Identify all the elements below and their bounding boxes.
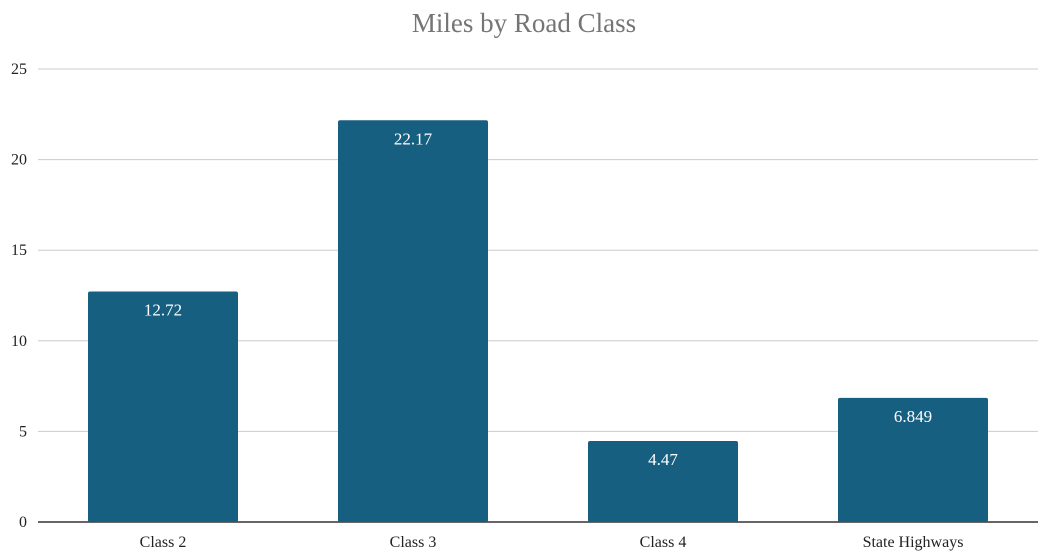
y-tick-label: 15: [11, 242, 27, 259]
bar: [338, 120, 488, 522]
x-tick-label: Class 3: [390, 534, 437, 551]
bar: [588, 441, 738, 522]
data-label: 22.17: [394, 129, 433, 148]
y-tick-label: 10: [11, 333, 27, 350]
data-label: 4.47: [648, 450, 678, 469]
data-label: 6.849: [894, 407, 932, 426]
y-tick-label: 20: [11, 152, 27, 169]
x-tick-label: Class 4: [640, 534, 687, 551]
labels: 0 5 10 15 20 25 12.72 Class 2 22.17 Class 3 4.47 Cl…: [11, 61, 963, 551]
y-tick-label: 5: [19, 423, 27, 440]
y-tick-label: 0: [19, 514, 27, 531]
x-tick-label: State Highways: [863, 534, 964, 551]
bar: [88, 291, 238, 522]
x-tick-label: Class 2: [140, 534, 187, 551]
bar: [838, 397, 988, 522]
data-label: 12.72: [144, 301, 182, 320]
chart-title: Miles by Road Class: [411, 8, 637, 38]
y-tick-label: 25: [11, 61, 27, 78]
bars: [88, 120, 988, 522]
